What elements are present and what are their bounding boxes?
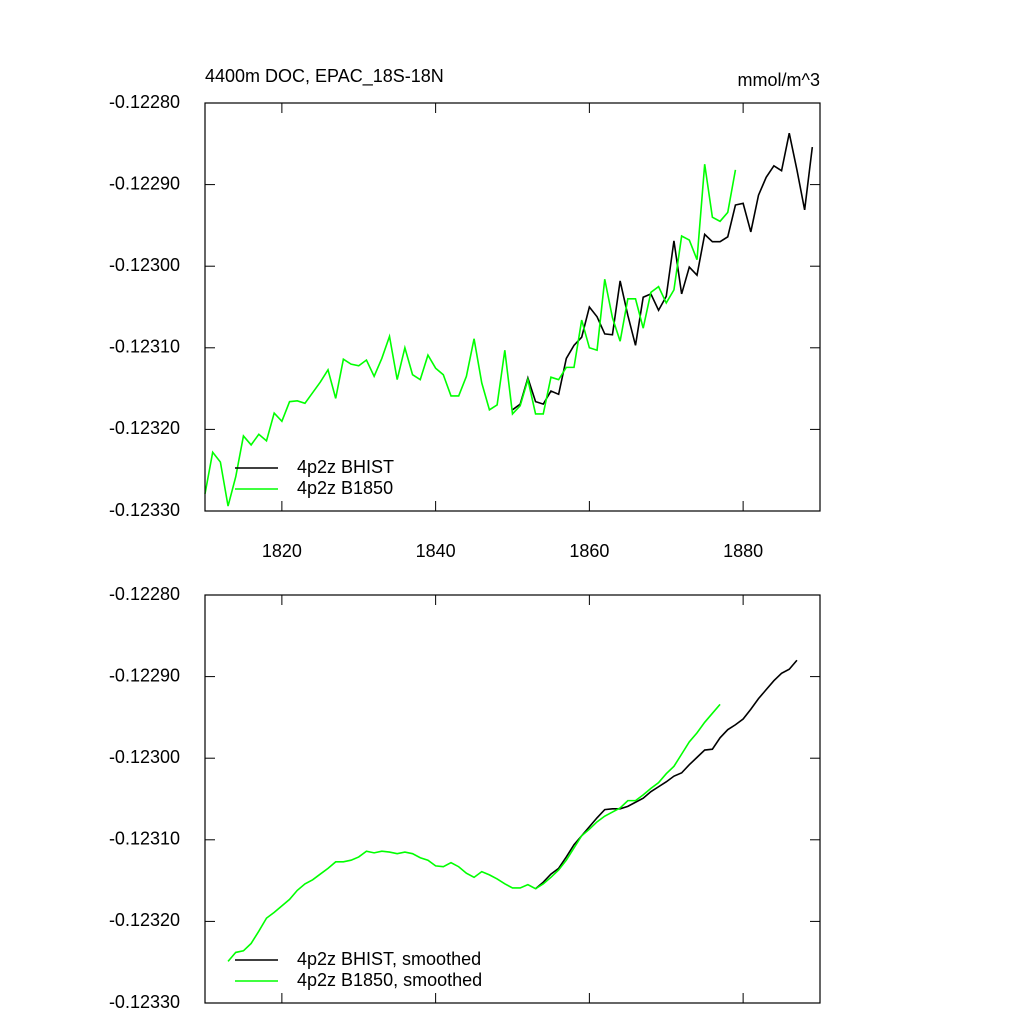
legend-label: 4p2z B1850 [297, 478, 393, 498]
y-tick-label: -0.12310 [109, 337, 180, 357]
legend-label: 4p2z B1850, smoothed [297, 970, 482, 990]
chart-title: 4400m DOC, EPAC_18S-18N [205, 66, 444, 87]
y-tick-label: -0.12280 [109, 584, 180, 604]
y-tick-label: -0.12320 [109, 418, 180, 438]
legend-label: 4p2z BHIST [297, 457, 394, 477]
plot-frame [204, 594, 821, 1004]
x-tick-label: 1860 [569, 541, 609, 561]
y-tick-label: -0.12320 [109, 910, 180, 930]
y-tick-label: -0.12290 [109, 665, 180, 685]
series-line [204, 164, 737, 507]
series-line [512, 133, 814, 411]
units-label: mmol/m^3 [738, 70, 820, 90]
x-tick-label: 1820 [262, 541, 302, 561]
legend-label: 4p2z BHIST, smoothed [297, 949, 481, 969]
y-tick-label: -0.12330 [109, 500, 180, 520]
y-tick-label: -0.12290 [109, 173, 180, 193]
x-tick-label: 1840 [416, 541, 456, 561]
y-tick-label: -0.12300 [109, 255, 180, 275]
series-line [227, 703, 721, 962]
x-tick-label: 1880 [723, 541, 763, 561]
y-tick-label: -0.12330 [109, 992, 180, 1012]
y-tick-label: -0.12280 [109, 92, 180, 112]
y-tick-label: -0.12310 [109, 829, 180, 849]
y-tick-label: -0.12300 [109, 747, 180, 767]
plot-frame [204, 102, 821, 512]
